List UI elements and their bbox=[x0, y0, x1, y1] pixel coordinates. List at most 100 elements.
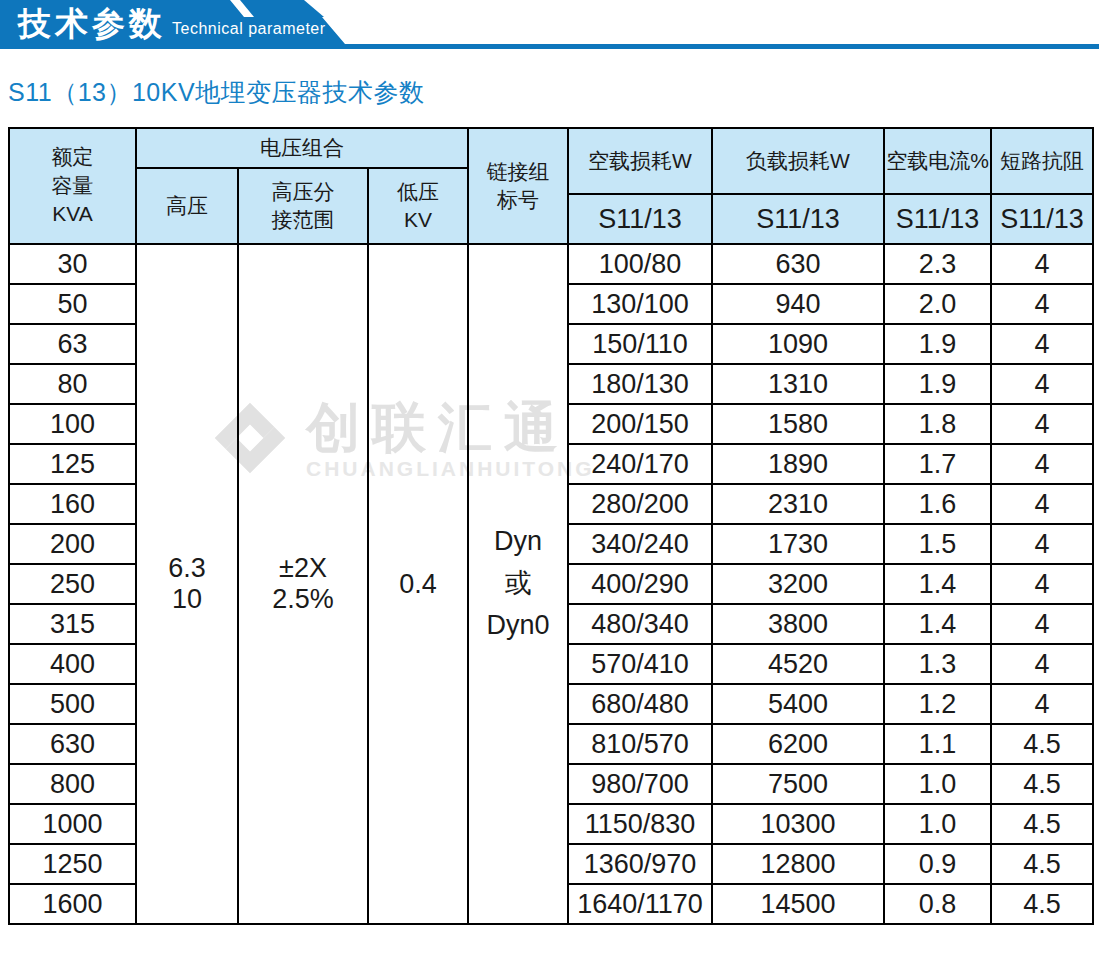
col-header-capacity: 额定 容量 KVA bbox=[9, 128, 136, 244]
cell-no-load-loss: 150/110 bbox=[568, 324, 712, 364]
cell-impedance: 4.5 bbox=[991, 724, 1093, 764]
cell-impedance: 4.5 bbox=[991, 804, 1093, 844]
col-header-hv-tap: 高压分 接范围 bbox=[238, 168, 368, 244]
spec-table: 额定 容量 KVA 电压组合 链接组 标号 空载损耗W 负载损耗W 空载电流% … bbox=[8, 127, 1094, 925]
table-row: 30 6.3 10 ±2X 2.5% 0.4 Dyn 或 Dyn0 100/80… bbox=[9, 244, 1093, 284]
cell-no-load-loss: 200/150 bbox=[568, 404, 712, 444]
cell-capacity: 125 bbox=[9, 444, 136, 484]
cell-impedance: 4 bbox=[991, 324, 1093, 364]
technical-parameter-page: 技术参数 Technical parameter S11（13）10KV地埋变压… bbox=[0, 0, 1099, 974]
banner-title: 技术参数 bbox=[18, 3, 166, 45]
cell-load-loss: 3200 bbox=[712, 564, 884, 604]
cell-load-loss: 14500 bbox=[712, 884, 884, 924]
cell-load-loss: 6200 bbox=[712, 724, 884, 764]
cell-no-load-current: 1.8 bbox=[884, 404, 991, 444]
cell-impedance: 4 bbox=[991, 244, 1093, 284]
cell-impedance: 4.5 bbox=[991, 844, 1093, 884]
banner-subtitle: Technical parameter bbox=[172, 20, 326, 38]
cell-no-load-loss: 130/100 bbox=[568, 284, 712, 324]
cell-no-load-current: 1.2 bbox=[884, 684, 991, 724]
cell-no-load-current: 1.6 bbox=[884, 484, 991, 524]
cell-load-loss: 12800 bbox=[712, 844, 884, 884]
cell-capacity: 400 bbox=[9, 644, 136, 684]
cell-no-load-loss: 480/340 bbox=[568, 604, 712, 644]
cell-no-load-loss: 340/240 bbox=[568, 524, 712, 564]
cell-no-load-loss: 980/700 bbox=[568, 764, 712, 804]
cell-impedance: 4.5 bbox=[991, 884, 1093, 924]
cell-hv-tap-value: ±2X 2.5% bbox=[238, 244, 368, 924]
col-header-hv: 高压 bbox=[136, 168, 238, 244]
cell-load-loss: 1730 bbox=[712, 524, 884, 564]
cell-no-load-loss: 280/200 bbox=[568, 484, 712, 524]
cell-load-loss: 5400 bbox=[712, 684, 884, 724]
cell-impedance: 4 bbox=[991, 364, 1093, 404]
cell-capacity: 50 bbox=[9, 284, 136, 324]
cell-capacity: 315 bbox=[9, 604, 136, 644]
model-header-impedance: S11/13 bbox=[991, 194, 1093, 244]
cell-vector-group-value: Dyn 或 Dyn0 bbox=[468, 244, 568, 924]
cell-impedance: 4 bbox=[991, 644, 1093, 684]
cell-no-load-current: 1.0 bbox=[884, 764, 991, 804]
cell-no-load-loss: 1150/830 bbox=[568, 804, 712, 844]
cell-capacity: 1250 bbox=[9, 844, 136, 884]
cell-impedance: 4.5 bbox=[991, 764, 1093, 804]
cell-no-load-loss: 810/570 bbox=[568, 724, 712, 764]
page-title: S11（13）10KV地埋变压器技术参数 bbox=[8, 76, 425, 109]
cell-no-load-current: 1.4 bbox=[884, 564, 991, 604]
cell-load-loss: 940 bbox=[712, 284, 884, 324]
cell-impedance: 4 bbox=[991, 564, 1093, 604]
cell-capacity: 500 bbox=[9, 684, 136, 724]
cell-no-load-current: 1.3 bbox=[884, 644, 991, 684]
banner: 技术参数 Technical parameter bbox=[0, 0, 1099, 49]
cell-capacity: 250 bbox=[9, 564, 136, 604]
cell-no-load-current: 1.0 bbox=[884, 804, 991, 844]
cell-impedance: 4 bbox=[991, 524, 1093, 564]
col-header-impedance: 短路抗阻 bbox=[991, 128, 1093, 194]
cell-impedance: 4 bbox=[991, 604, 1093, 644]
model-header-load-loss: S11/13 bbox=[712, 194, 884, 244]
cell-capacity: 63 bbox=[9, 324, 136, 364]
cell-capacity: 200 bbox=[9, 524, 136, 564]
cell-impedance: 4 bbox=[991, 444, 1093, 484]
cell-lv-value: 0.4 bbox=[368, 244, 468, 924]
cell-no-load-current: 0.9 bbox=[884, 844, 991, 884]
cell-capacity: 1000 bbox=[9, 804, 136, 844]
cell-no-load-current: 1.5 bbox=[884, 524, 991, 564]
header-row-1: 额定 容量 KVA 电压组合 链接组 标号 空载损耗W 负载损耗W 空载电流% … bbox=[9, 128, 1093, 168]
col-header-no-load-loss: 空载损耗W bbox=[568, 128, 712, 194]
cell-no-load-loss: 400/290 bbox=[568, 564, 712, 604]
col-header-vector-group: 链接组 标号 bbox=[468, 128, 568, 244]
model-header-no-load-current: S11/13 bbox=[884, 194, 991, 244]
model-header-no-load-loss: S11/13 bbox=[568, 194, 712, 244]
cell-load-loss: 3800 bbox=[712, 604, 884, 644]
cell-load-loss: 2310 bbox=[712, 484, 884, 524]
cell-capacity: 630 bbox=[9, 724, 136, 764]
cell-load-loss: 1090 bbox=[712, 324, 884, 364]
cell-no-load-current: 0.8 bbox=[884, 884, 991, 924]
col-header-voltage-combo: 电压组合 bbox=[136, 128, 468, 168]
cell-capacity: 30 bbox=[9, 244, 136, 284]
cell-no-load-loss: 1360/970 bbox=[568, 844, 712, 884]
cell-load-loss: 4520 bbox=[712, 644, 884, 684]
cell-no-load-current: 1.1 bbox=[884, 724, 991, 764]
cell-no-load-loss: 570/410 bbox=[568, 644, 712, 684]
cell-capacity: 160 bbox=[9, 484, 136, 524]
cell-no-load-current: 2.3 bbox=[884, 244, 991, 284]
cell-capacity: 1600 bbox=[9, 884, 136, 924]
cell-impedance: 4 bbox=[991, 684, 1093, 724]
cell-capacity: 100 bbox=[9, 404, 136, 444]
cell-load-loss: 1310 bbox=[712, 364, 884, 404]
cell-no-load-loss: 240/170 bbox=[568, 444, 712, 484]
cell-hv-value: 6.3 10 bbox=[136, 244, 238, 924]
cell-no-load-loss: 100/80 bbox=[568, 244, 712, 284]
cell-impedance: 4 bbox=[991, 484, 1093, 524]
cell-load-loss: 1890 bbox=[712, 444, 884, 484]
cell-no-load-current: 1.4 bbox=[884, 604, 991, 644]
cell-no-load-loss: 1640/1170 bbox=[568, 884, 712, 924]
cell-no-load-loss: 680/480 bbox=[568, 684, 712, 724]
cell-load-loss: 630 bbox=[712, 244, 884, 284]
cell-impedance: 4 bbox=[991, 404, 1093, 444]
cell-no-load-current: 2.0 bbox=[884, 284, 991, 324]
cell-no-load-current: 1.9 bbox=[884, 364, 991, 404]
cell-no-load-current: 1.7 bbox=[884, 444, 991, 484]
